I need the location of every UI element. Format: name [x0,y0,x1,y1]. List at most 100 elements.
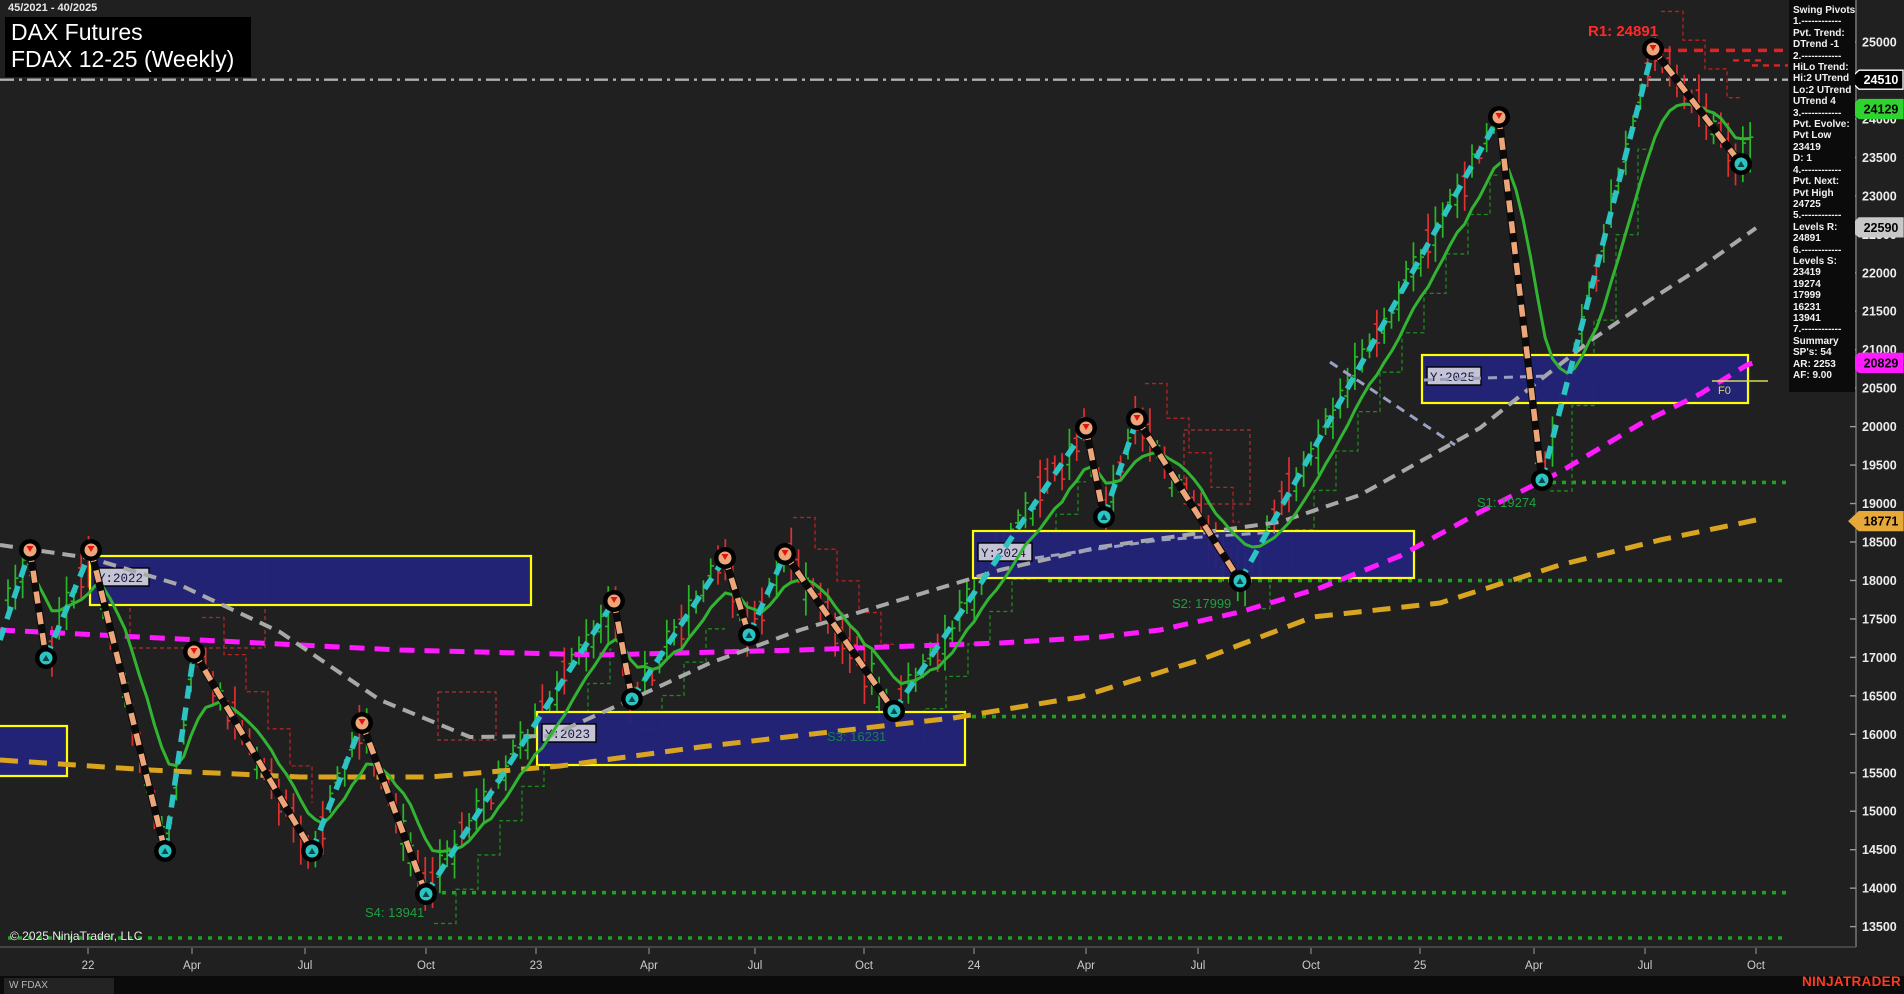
svg-text:24510: 24510 [1864,73,1899,87]
sidebar-line: 3.------------ [1793,107,1842,119]
chart-annotation: S3: 16231 [827,729,886,744]
time-tick-label: Oct [855,960,874,972]
downswing-connector [191,650,315,853]
tab-w-fdax[interactable]: W FDAX [4,978,114,994]
year-box-label: Y:2025 [1430,371,1475,385]
downswing-connector [359,722,429,895]
sidebar-line: Levels S: [1793,255,1837,267]
visible-range-label: 45/2021 - 40/2025 [8,2,98,14]
downswing-connector [722,557,752,636]
ninjatrader-logo: NINJATRADER [1801,974,1901,989]
upswing-connector [629,556,728,701]
fast-ema-line [28,102,1751,854]
price-tick-label: 16000 [1862,728,1897,742]
sidebar-line: SP's: 54 [1793,347,1832,359]
upswing-connector [1539,48,1656,481]
sidebar-line: UTrend 4 [1793,96,1836,108]
chart-annotation: F0 [1718,385,1731,397]
sidebar-line: Lo:2 UTrend [1793,84,1852,96]
sidebar-line: 4.------------ [1793,164,1842,176]
time-tick-label: 22 [82,960,95,972]
sidebar-line: 23419 [1793,141,1821,153]
svg-text:20829: 20829 [1864,356,1899,370]
upswing-connector [423,599,617,896]
annotations-layer: R1: 24891 S1: 19274 S2: 17999 S3: 16231 S4: … [365,23,1768,920]
price-tick-label: 14500 [1862,843,1897,857]
level-lines-layer [0,48,1788,940]
downswing-connector [1650,47,1744,166]
price-tick-label: 13500 [1862,920,1897,934]
price-tick-label: 20000 [1862,420,1897,434]
price-marker-tag [1848,352,1904,373]
price-tick-label: 14000 [1862,882,1897,896]
instrument-title: DAX Futures [11,19,143,45]
upswing-connector [43,548,94,660]
time-tick-label: Apr [1077,960,1095,972]
year-boxes-layer: Y:2022 Y:2023 Y:2024 Y:2025 [0,353,1750,778]
sidebar-line: AF: 9.00 [1793,370,1832,381]
price-tick-label: 18500 [1862,535,1897,549]
swing-connectors-layer [0,46,1744,896]
price-tick-label: 18000 [1862,574,1897,588]
sidebar-line: 19274 [1793,278,1821,290]
sidebar-line: 7.------------ [1793,324,1842,336]
chart-annotation: S2: 17999 [1172,596,1231,611]
time-axis[interactable]: 22 Apr Jul Oct 23 Apr Jul Oct 24 Apr Jul Oct 25 Apr Ju… [82,948,1766,972]
sidebar-line: Pvt. Next: [1793,176,1840,188]
time-tick-label: Jul [1191,960,1206,972]
price-axis[interactable]: 2500024500240002350023000225002200021500… [0,0,1904,948]
chart-annotation: S1: 19274 [1477,495,1536,510]
price-tick-label: 23500 [1862,151,1897,165]
sidebar-line: HiLo Trend: [1793,62,1849,74]
time-tick-label: Oct [1302,960,1321,972]
upswing-connector [162,651,197,852]
sidebar-line: Pvt High [1793,187,1834,199]
time-tick-label: Oct [1747,960,1766,972]
price-marker-tag [1848,98,1904,120]
downswing-connector [611,600,635,700]
svg-text:22590: 22590 [1864,221,1899,235]
time-tick-label: 25 [1414,960,1427,972]
sidebar-line: Pvt. Evolve: [1793,119,1850,131]
downswing-connector [1134,417,1243,583]
magenta-ma-line [0,359,1757,658]
sidebar-line: 24891 [1793,233,1821,245]
downswing-connector [782,552,897,713]
price-marker-tag [1848,511,1904,532]
year-range-box[interactable] [535,710,967,767]
time-tick-label: 23 [530,960,543,972]
sidebar-line: 16231 [1793,301,1821,313]
upswing-connector [891,426,1089,713]
sidebar-line: 5.------------ [1793,210,1842,222]
time-tick-label: Jul [298,960,313,972]
sidebar-line: Hi:2 UTrend [1793,73,1850,85]
sidebar-line: 13941 [1793,312,1821,324]
year-box-label: Y:2024 [981,547,1026,561]
price-tick-label: 19000 [1862,497,1897,511]
downswing-connector [1496,116,1545,481]
svg-text:18771: 18771 [1864,515,1899,529]
year-range-box[interactable] [971,529,1416,580]
year-range-box[interactable] [0,724,69,778]
tab-strip [0,976,1904,994]
year-box-label: Y:2023 [545,728,590,742]
year-range-box[interactable] [88,554,533,607]
sidebar-line: DTrend -1 [1793,39,1840,51]
chart-annotation: R1: 24891 [1588,23,1658,40]
svg-text:24129: 24129 [1864,102,1899,116]
downswing-connector [27,549,49,659]
sidebar-line: 6.------------ [1793,244,1842,256]
swing-pivots-panel: Swing Pivots 1.------------ Pvt. Trend: DTr… [1791,0,1855,392]
copyright-watermark: © 2025 NinjaTrader, LLC [10,929,143,943]
price-tick-label: 17500 [1862,612,1897,626]
sidebar-line: Pvt. Trend: [1793,27,1845,39]
sidebar-line: Summary [1793,335,1839,347]
sidebar-line: AR: 2253 [1793,358,1836,370]
time-tick-label: Jul [1638,960,1653,972]
time-tick-label: Apr [183,960,201,972]
year-box-label: Y:2022 [98,572,143,586]
price-tick-label: 20500 [1862,382,1897,396]
sidebar-line: D: 1 [1793,153,1812,165]
